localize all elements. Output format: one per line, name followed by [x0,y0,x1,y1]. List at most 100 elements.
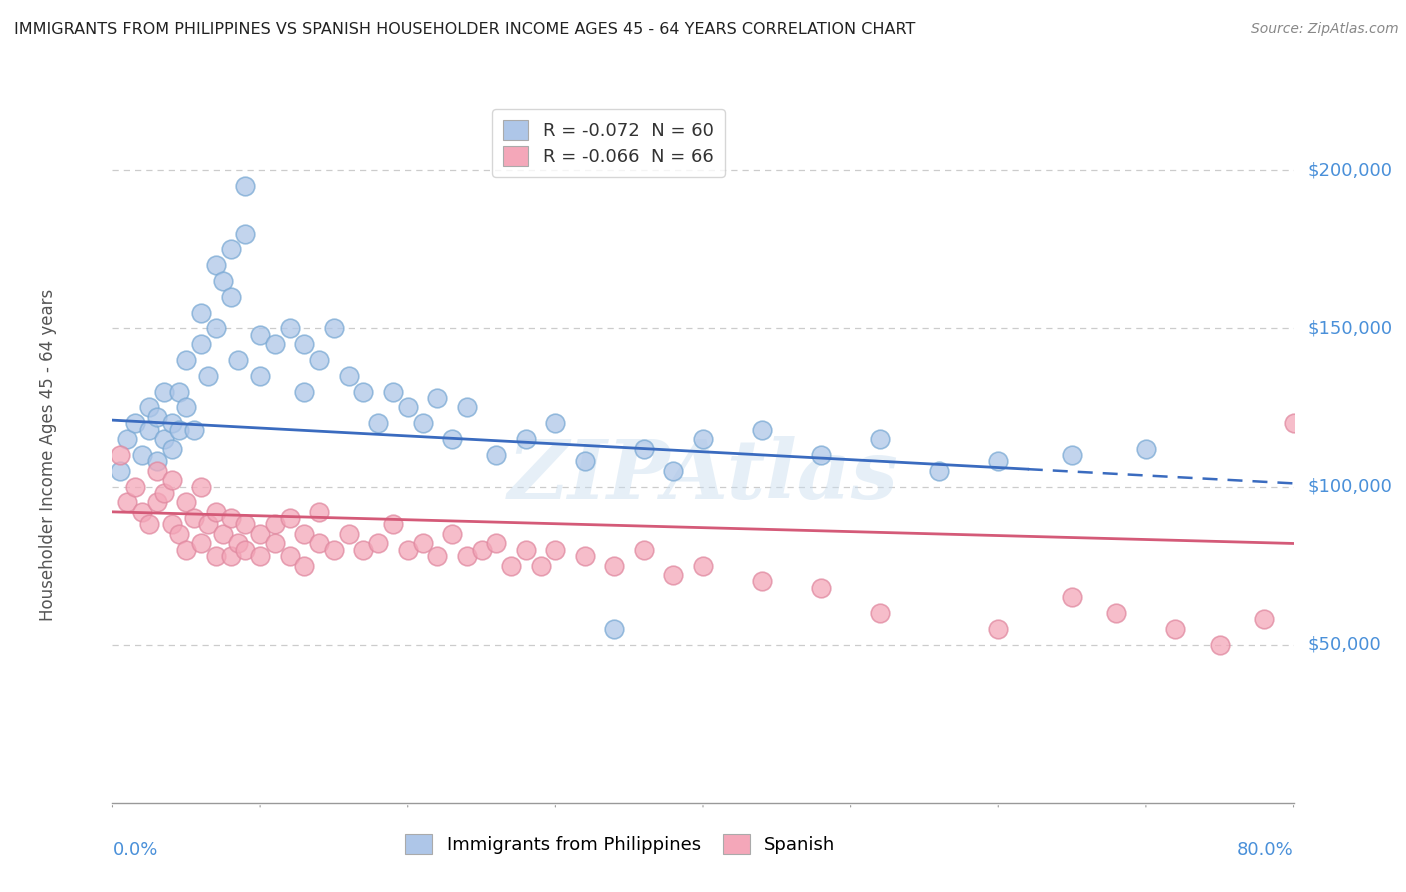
Text: IMMIGRANTS FROM PHILIPPINES VS SPANISH HOUSEHOLDER INCOME AGES 45 - 64 YEARS COR: IMMIGRANTS FROM PHILIPPINES VS SPANISH H… [14,22,915,37]
Point [485,448,508,462]
Point [233,227,256,241]
Point [869,432,891,446]
Point [987,454,1010,468]
Point [205,321,228,335]
Point [1208,638,1232,652]
Point [138,401,160,415]
Point [219,290,242,304]
Point [167,527,190,541]
Point [205,258,228,272]
Point [174,542,197,557]
Point [1062,591,1084,605]
Point [183,511,205,525]
Point [205,505,228,519]
Point [544,542,567,557]
Point [108,464,131,478]
Point [146,454,169,468]
Point [633,442,655,456]
Point [146,409,169,424]
Point [323,542,346,557]
Text: 0.0%: 0.0% [112,841,157,859]
Point [352,384,374,399]
Point [212,527,235,541]
Text: Householder Income Ages 45 - 64 years: Householder Income Ages 45 - 64 years [38,289,56,621]
Point [337,527,360,541]
Point [382,517,405,532]
Point [146,464,169,478]
Point [278,549,301,563]
Point [1105,606,1128,620]
Point [470,542,494,557]
Point [249,327,271,342]
Point [183,423,205,437]
Text: $50,000: $50,000 [1308,636,1381,654]
Point [662,464,685,478]
Point [264,517,287,532]
Point [411,536,433,550]
Point [396,542,419,557]
Point [1282,417,1305,431]
Point [1253,612,1275,626]
Point [292,384,315,399]
Point [810,581,832,595]
Point [308,505,330,519]
Point [174,353,197,368]
Point [367,536,389,550]
Point [174,401,197,415]
Point [692,558,714,573]
Point [212,274,235,288]
Point [367,417,389,431]
Point [190,337,212,351]
Point [501,558,523,573]
Point [292,337,315,351]
Point [117,495,138,509]
Point [603,622,626,636]
Point [308,353,330,368]
Point [278,511,301,525]
Point [426,549,449,563]
Text: 80.0%: 80.0% [1237,841,1294,859]
Point [153,486,176,500]
Point [987,622,1010,636]
Point [396,401,419,415]
Point [352,542,374,557]
Text: ZIPAtlas: ZIPAtlas [508,436,898,516]
Point [633,542,655,557]
Point [226,353,249,368]
Point [411,417,433,431]
Point [190,536,212,550]
Point [574,549,596,563]
Point [160,417,183,431]
Legend: Immigrants from Philippines, Spanish: Immigrants from Philippines, Spanish [396,825,845,863]
Text: $100,000: $100,000 [1308,477,1392,496]
Point [441,527,464,541]
Point [1164,622,1187,636]
Point [1135,442,1157,456]
Point [692,432,714,446]
Point [292,558,315,573]
Point [233,517,256,532]
Point [219,549,242,563]
Point [529,558,551,573]
Point [264,536,287,550]
Point [167,384,190,399]
Point [233,179,256,194]
Point [751,574,773,589]
Point [426,391,449,405]
Point [292,527,315,541]
Point [574,454,596,468]
Point [264,337,287,351]
Point [1062,448,1084,462]
Point [160,473,183,487]
Point [233,542,256,557]
Point [190,305,212,319]
Point [249,527,271,541]
Point [662,568,685,582]
Point [751,423,773,437]
Point [278,321,301,335]
Point [138,423,160,437]
Point [131,448,153,462]
Point [485,536,508,550]
Point [219,243,242,257]
Point [146,495,169,509]
